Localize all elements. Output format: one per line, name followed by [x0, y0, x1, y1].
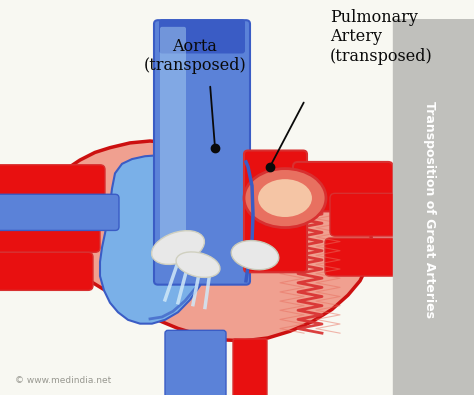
FancyBboxPatch shape [0, 252, 93, 290]
Bar [393, 19, 474, 395]
Ellipse shape [231, 241, 279, 270]
Text: © www.medindia.net: © www.medindia.net [15, 376, 111, 385]
FancyBboxPatch shape [0, 194, 119, 230]
FancyBboxPatch shape [160, 27, 186, 250]
FancyBboxPatch shape [0, 213, 100, 252]
Text: Aorta
(transposed): Aorta (transposed) [144, 38, 246, 74]
Text: Transposition of Great Arteries: Transposition of Great Arteries [423, 101, 437, 318]
FancyBboxPatch shape [293, 162, 393, 211]
Text: Pulmonary
Artery
(transposed): Pulmonary Artery (transposed) [330, 9, 433, 65]
FancyBboxPatch shape [0, 165, 105, 208]
FancyBboxPatch shape [330, 193, 398, 236]
FancyBboxPatch shape [165, 330, 226, 395]
FancyBboxPatch shape [154, 20, 250, 285]
FancyBboxPatch shape [233, 339, 267, 395]
FancyBboxPatch shape [325, 238, 398, 276]
Polygon shape [5, 141, 372, 341]
FancyBboxPatch shape [159, 19, 245, 53]
Ellipse shape [244, 169, 326, 228]
Ellipse shape [152, 231, 204, 264]
FancyBboxPatch shape [244, 150, 307, 272]
Ellipse shape [257, 178, 313, 218]
Ellipse shape [176, 252, 220, 277]
Polygon shape [100, 152, 222, 324]
